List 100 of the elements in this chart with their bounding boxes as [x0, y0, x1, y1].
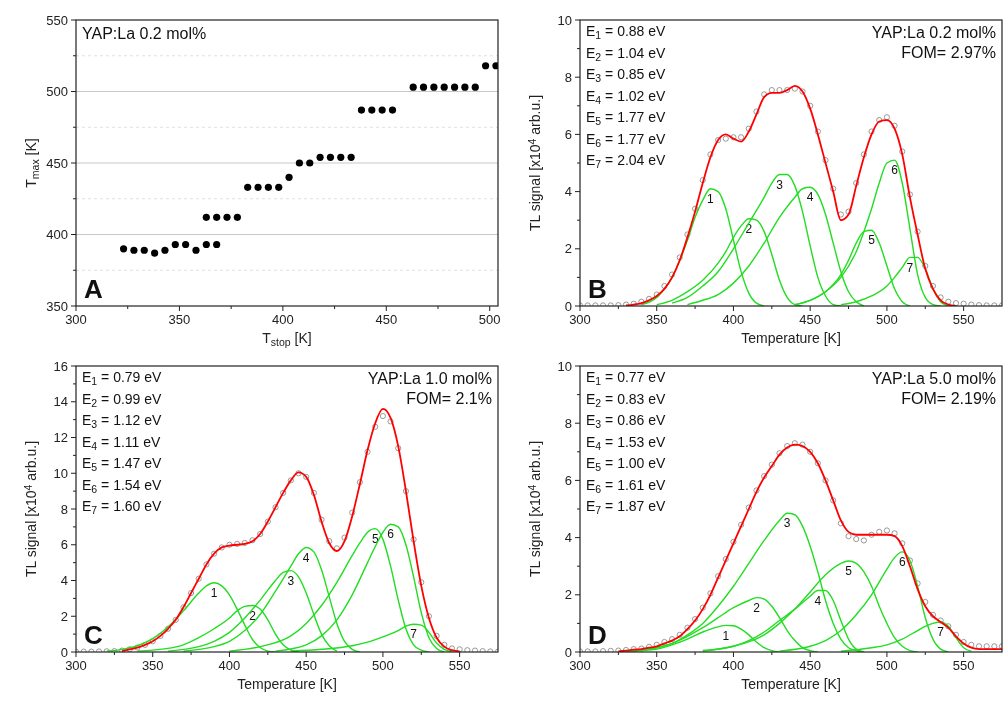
series-label: 2 [249, 608, 257, 623]
annotation: E$_{4}$ = 1.02 eV [586, 87, 667, 106]
y-tick-label: 350 [46, 298, 68, 314]
x-tick-label: 450 [375, 312, 398, 327]
annotation: E$_{7}$ = 2.04 eV [586, 152, 667, 170]
series-label: 6 [891, 163, 899, 178]
y-tick-label: 10 [557, 12, 572, 28]
y-tick-label: 4 [60, 573, 68, 588]
chart-title: YAP:La 0.2 mol% [82, 25, 207, 42]
y-tick-label: 2 [564, 241, 572, 257]
x-tick-label: 450 [799, 658, 822, 673]
x-tick-label: 550 [952, 658, 975, 673]
series-label: 2 [745, 221, 753, 236]
series-label: 5 [868, 233, 876, 248]
series-label: 1 [707, 191, 715, 206]
x-tick-label: 450 [799, 312, 822, 327]
annotation: E$_{2}$ = 1.04 eV [586, 44, 667, 63]
series-label: 6 [898, 555, 906, 570]
annotation: E$_{1}$ = 0.88 eV [586, 23, 667, 41]
y-tick-label: 8 [564, 69, 572, 85]
annotation: E$_{6}$ = 1.61 eV [586, 476, 667, 495]
y-tick-label: 6 [60, 537, 68, 553]
x-tick-label: 450 [295, 658, 318, 673]
x-tick-label: 350 [645, 312, 668, 327]
text: FOM= 2.97% [901, 44, 996, 61]
annotation: E$_{6}$ = 1.54 eV [82, 476, 163, 495]
x-tick-label: 500 [478, 312, 501, 327]
y-tick-label: 14 [53, 394, 68, 410]
y-tick-label: 2 [564, 587, 572, 603]
y-tick-label: 12 [53, 430, 68, 445]
y-tick-label: 450 [46, 155, 68, 171]
chart-title: YAP:La 5.0 mol% [871, 370, 996, 387]
series-label: 3 [783, 516, 791, 531]
chart-title: YAP:La 1.0 mol% [367, 370, 492, 387]
series-label: 7 [906, 260, 914, 275]
annotation: E$_{2}$ = 0.99 eV [82, 390, 163, 409]
y-tick-label: 8 [60, 501, 68, 517]
y-tick-label: 4 [564, 184, 572, 200]
x-axis-title: Temperature [K] [741, 330, 841, 346]
series-label: 5 [371, 531, 379, 546]
y-tick-label: 6 [564, 126, 572, 142]
x-tick-label: 300 [65, 312, 87, 327]
x-tick-label: 350 [141, 658, 164, 673]
series-label: 5 [845, 564, 853, 579]
x-axis-title: Temperature [K] [741, 676, 841, 692]
y-tick-label: 4 [564, 530, 572, 546]
annotation: D [588, 620, 607, 650]
text: FOM= 2.19% [901, 390, 996, 407]
x-tick-label: 400 [722, 658, 745, 673]
series-label: 4 [302, 550, 310, 565]
x-tick-label: 500 [372, 658, 394, 673]
series-label: 4 [814, 593, 822, 608]
series-label: 1 [210, 586, 218, 600]
series-label: 7 [410, 627, 418, 642]
x-tick-label: 350 [168, 312, 191, 327]
y-tick-label: 2 [60, 608, 68, 624]
y-tick-label: 8 [564, 415, 572, 431]
y-tick-label: 6 [564, 472, 572, 488]
annotation: E$_{3}$ = 0.86 eV [586, 412, 667, 430]
x-tick-label: 500 [876, 658, 898, 673]
annotation: E$_{4}$ = 1.11 eV [82, 433, 162, 452]
series-label: 3 [776, 177, 784, 192]
x-tick-label: 400 [722, 312, 745, 327]
x-tick-label: 400 [218, 658, 241, 673]
annotation: A [84, 274, 103, 304]
annotation: E$_{2}$ = 0.83 eV [586, 390, 667, 409]
text: FOM= 2.1% [406, 390, 492, 407]
x-tick-label: 400 [272, 312, 294, 327]
annotation: E$_{5}$ = 1.00 eV [586, 455, 667, 473]
x-axis-title: Temperature [K] [237, 676, 337, 692]
annotation: B [588, 274, 607, 304]
annotation: E$_{5}$ = 1.77 eV [586, 109, 667, 127]
annotation: E$_{7}$ = 1.60 eV [82, 498, 163, 516]
x-tick-label: 300 [569, 312, 591, 327]
annotation: E$_{4}$ = 1.53 eV [586, 433, 667, 452]
annotation: E$_{5}$ = 1.47 eV [82, 455, 163, 473]
series-label: 2 [753, 600, 761, 615]
x-tick-label: 550 [952, 312, 975, 327]
y-tick-label: 550 [46, 12, 68, 28]
annotation: E$_{7}$ = 1.87 eV [586, 498, 667, 516]
y-tick-label: 10 [53, 465, 68, 481]
y-tick-label: 10 [557, 358, 572, 374]
series-label: 1 [722, 628, 730, 643]
series-label: 7 [937, 625, 945, 640]
y-tick-label: 0 [564, 298, 572, 314]
y-tick-label: 0 [60, 644, 68, 660]
x-tick-label: 300 [65, 658, 87, 673]
annotation: E$_{1}$ = 0.77 eV [586, 369, 667, 387]
x-tick-label: 500 [876, 312, 898, 327]
x-axis-title: T$_{stop}$ [K] [262, 330, 312, 348]
series-label: 4 [806, 190, 814, 205]
x-tick-label: 300 [569, 658, 591, 673]
annotation: E$_{6}$ = 1.77 eV [586, 130, 667, 149]
annotation: E$_{3}$ = 1.12 eV [82, 412, 163, 430]
y-tick-label: 0 [564, 644, 572, 660]
series-label: 3 [287, 573, 295, 588]
annotation: C [84, 620, 103, 650]
x-tick-label: 550 [448, 658, 471, 673]
annotation: E$_{1}$ = 0.79 eV [82, 369, 163, 387]
annotation: E$_{3}$ = 0.85 eV [586, 66, 667, 84]
